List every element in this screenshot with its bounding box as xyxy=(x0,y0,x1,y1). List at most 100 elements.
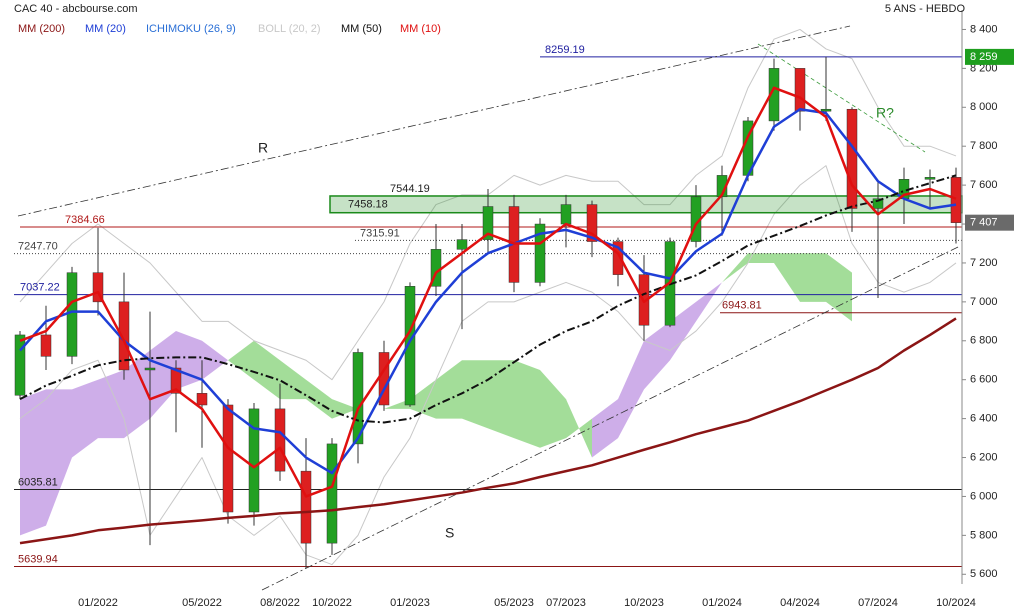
cloud-segment xyxy=(826,253,852,322)
level-label: 7384.66 xyxy=(65,214,105,226)
x-tick-label: 08/2022 xyxy=(260,597,300,609)
y-tick-label: 6 800 xyxy=(970,335,998,347)
candle-body xyxy=(794,68,806,112)
y-tick-label: 6 200 xyxy=(970,451,998,463)
cloud-segment xyxy=(280,360,306,400)
cloud-segment xyxy=(800,253,826,302)
x-tick-label: 01/2024 xyxy=(702,597,742,609)
cloud-layer xyxy=(20,253,852,536)
trend-lines xyxy=(17,25,961,591)
annotation: R xyxy=(258,140,268,156)
lines-layer xyxy=(19,86,957,545)
cloud-segment xyxy=(306,379,332,419)
candle-body xyxy=(352,352,364,445)
cloud-segment xyxy=(540,369,566,448)
level-label: 7247.70 xyxy=(18,241,58,253)
y-tick-label: 5 600 xyxy=(970,568,998,580)
cloud-segment xyxy=(20,389,46,536)
candle-body xyxy=(950,177,962,223)
candle-body xyxy=(872,198,884,209)
candle-body xyxy=(456,239,468,250)
candle-body xyxy=(196,393,208,406)
y-tick-label: 7 600 xyxy=(970,179,998,191)
price-tag xyxy=(965,214,1014,231)
cloud-segment xyxy=(176,331,202,390)
chart-subtitle: 5 ANS - HEBDO xyxy=(885,3,966,15)
level-label: 6943.81 xyxy=(722,300,762,312)
moving-average xyxy=(19,174,957,424)
y-tick-label: 6 000 xyxy=(970,490,998,502)
cloud-segment xyxy=(98,369,124,439)
cloud-segment xyxy=(748,253,774,263)
candle-body xyxy=(560,204,572,225)
y-tick-label: 5 800 xyxy=(970,529,998,541)
cloud-segment xyxy=(696,282,722,322)
candle-body xyxy=(170,367,182,394)
x-tick-label: 10/2023 xyxy=(624,597,664,609)
x-tick-label: 01/2023 xyxy=(390,597,430,609)
legend-entry: ICHIMOKU (26, 9) xyxy=(146,23,236,35)
cloud-segment xyxy=(644,321,670,390)
cloud-segment xyxy=(72,379,98,458)
cloud-segment xyxy=(462,360,488,429)
candle-body xyxy=(300,470,312,544)
bollinger-lower xyxy=(19,165,957,566)
candle-body xyxy=(144,367,156,371)
candle-body xyxy=(534,223,546,283)
y-tick-label: 6 400 xyxy=(970,413,998,425)
x-tick-label: 10/2024 xyxy=(936,597,976,609)
cloud-segment xyxy=(566,399,592,458)
level-label: 7315.91 xyxy=(360,227,400,239)
y-tick-label: 8 400 xyxy=(970,23,998,35)
candle-body xyxy=(40,334,52,357)
price-tag-label: 8 259 xyxy=(970,51,998,63)
price-tag-label: 7 407 xyxy=(970,217,998,229)
candle-body xyxy=(274,408,286,472)
y-tick-label: 7 200 xyxy=(970,257,998,269)
chart-title: CAC 40 - abcbourse.com xyxy=(14,3,138,15)
trend-line xyxy=(261,245,961,591)
moving-average xyxy=(19,107,957,475)
candle-body xyxy=(924,177,936,180)
legend-entry: MM (200) xyxy=(18,23,65,35)
level-label: 8259.19 xyxy=(545,44,585,56)
candle-body xyxy=(248,408,260,513)
x-tick-label: 10/2022 xyxy=(312,597,352,609)
cloud-segment xyxy=(722,253,748,283)
annotation: R? xyxy=(876,105,894,121)
candle-body xyxy=(66,272,78,357)
cloud-segment xyxy=(488,360,514,439)
legend-entry: MM (10) xyxy=(400,23,441,35)
level-label: 7037.22 xyxy=(20,282,60,294)
x-tick-label: 05/2023 xyxy=(494,597,534,609)
level-label: 6035.81 xyxy=(18,476,58,488)
candle-body xyxy=(482,206,494,240)
y-tick-label: 8 200 xyxy=(970,62,998,74)
cloud-segment xyxy=(436,360,462,419)
trend-line xyxy=(17,25,851,217)
x-tick-label: 07/2024 xyxy=(858,597,898,609)
y-tick-label: 7 800 xyxy=(970,140,998,152)
price-tag xyxy=(965,48,1014,65)
x-tick-label: 04/2024 xyxy=(780,597,820,609)
moving-average xyxy=(19,317,957,545)
cloud-segment xyxy=(254,340,280,400)
candle-body xyxy=(404,286,416,406)
moving-average xyxy=(19,86,957,498)
candle-body xyxy=(586,204,598,242)
cloud-segment xyxy=(774,253,800,302)
candle-body xyxy=(222,404,234,513)
annotation: S xyxy=(445,525,454,541)
cloud-segment xyxy=(384,399,410,409)
cloud-segment xyxy=(124,350,150,439)
legend-entry: BOLL (20, 2) xyxy=(258,23,321,35)
cloud-segment xyxy=(618,340,644,439)
candle-body xyxy=(14,334,26,396)
candle-body xyxy=(612,241,624,275)
x-tick-label: 05/2022 xyxy=(182,597,222,609)
legend-entry: MM (20) xyxy=(85,23,126,35)
legend-entry: MM (50) xyxy=(341,23,382,35)
x-tick-label: 07/2023 xyxy=(546,597,586,609)
